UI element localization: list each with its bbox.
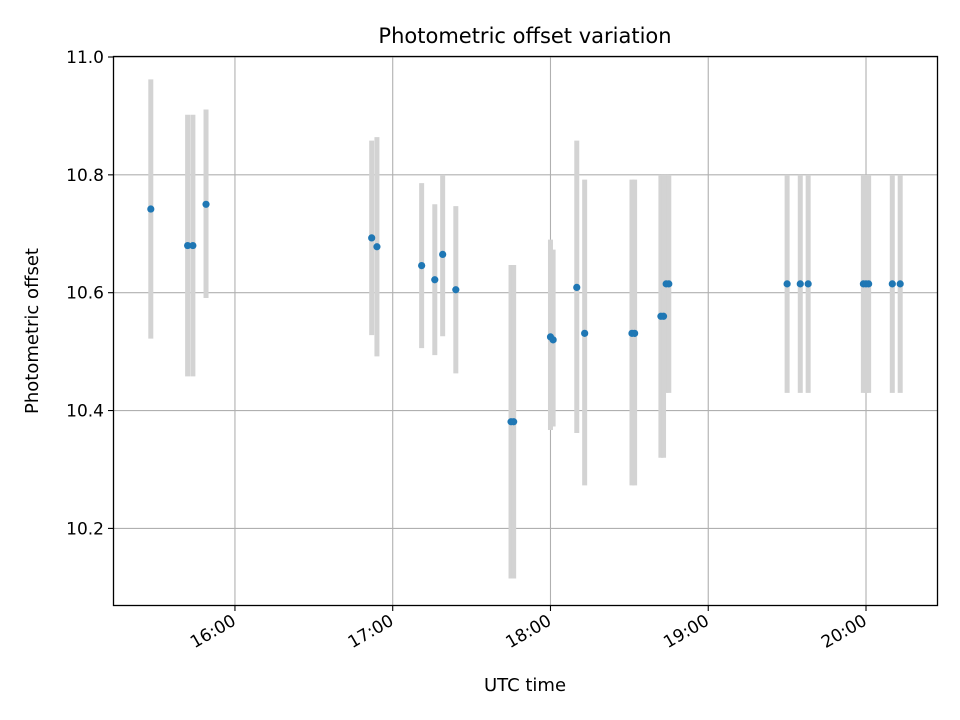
data-point: [202, 200, 210, 208]
data-point: [418, 261, 426, 270]
data-point: [510, 418, 518, 426]
data-point: [631, 329, 639, 337]
data-point: [896, 280, 904, 288]
data-point: [659, 312, 668, 320]
y-tick-label: 11.0: [66, 48, 104, 68]
y-tick-label: 10.8: [66, 166, 104, 186]
data-point: [439, 250, 447, 258]
data-point: [865, 280, 873, 288]
y-tick-label: 10.2: [66, 519, 104, 539]
data-point: [452, 286, 460, 294]
x-axis-label: UTC time: [484, 675, 566, 696]
data-point: [431, 276, 439, 284]
data-point: [189, 241, 197, 250]
y-tick-label: 10.4: [66, 402, 104, 422]
data-point: [373, 243, 381, 251]
data-point: [368, 234, 376, 242]
data-point: [804, 280, 812, 288]
data-point: [888, 280, 896, 288]
data-point: [184, 241, 192, 250]
y-axis-label: Photometric offset: [22, 248, 43, 414]
data-point: [796, 280, 804, 288]
data-point: [665, 280, 673, 288]
data-point: [147, 205, 155, 213]
data-point: [783, 280, 791, 288]
plot-frame: [112, 55, 939, 607]
point-layer: [147, 200, 904, 426]
data-point: [573, 283, 581, 291]
data-point: [549, 336, 557, 344]
data-point: [581, 329, 589, 337]
y-tick-label: 10.6: [66, 284, 104, 304]
chart-title: Photometric offset variation: [378, 24, 671, 48]
